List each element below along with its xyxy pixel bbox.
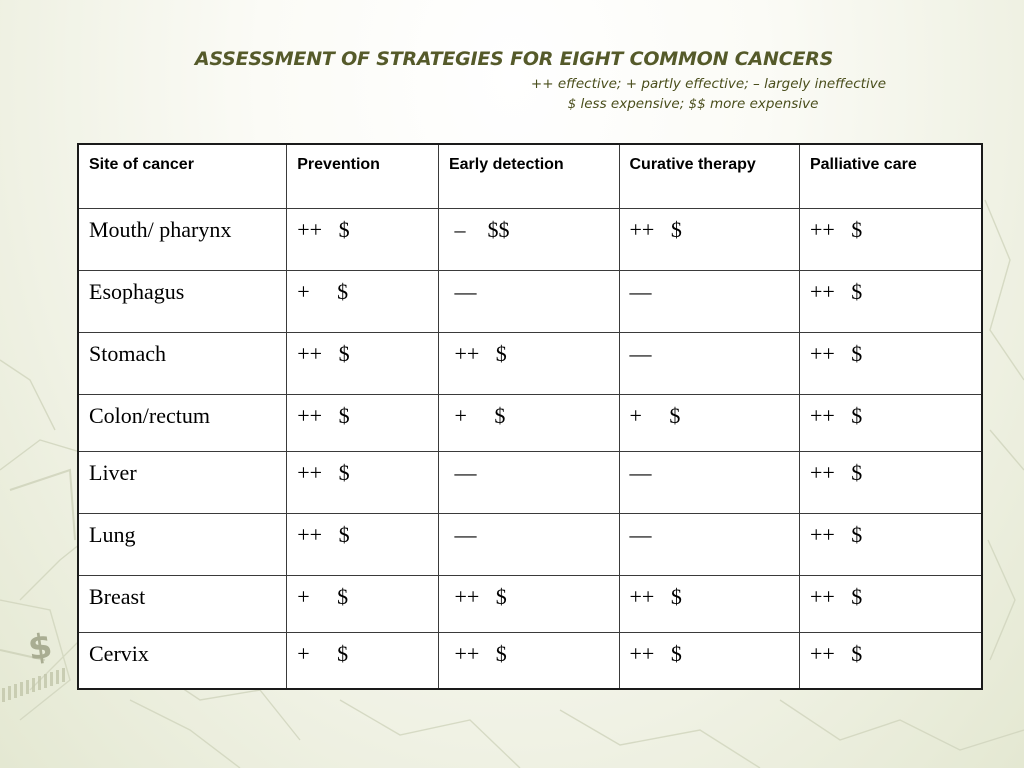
cell-early-detection: + $	[437, 393, 620, 452]
cell-palliative-care: ++ $	[798, 269, 983, 333]
cell-prevention: + $	[286, 574, 439, 633]
cell-prevention: + $	[286, 269, 439, 333]
cell-early-detection: —	[437, 450, 620, 514]
cell-palliative-care: ++ $	[798, 207, 983, 271]
cell-palliative-care: ++ $	[798, 393, 983, 452]
table-row: Colon/rectum ++ $ + $ + $ ++ $	[77, 393, 983, 452]
cell-palliative-care: ++ $	[798, 512, 983, 576]
table-row: Stomach ++ $ ++ $ — ++ $	[77, 331, 983, 395]
table-row: Breast + $ ++ $ ++ $ ++ $	[77, 574, 983, 633]
cell-site: Stomach	[77, 331, 288, 395]
cell-site: Breast	[77, 574, 288, 633]
cell-early-detection: —	[437, 269, 620, 333]
cell-curative-therapy: ++ $	[618, 574, 800, 633]
cell-curative-therapy: —	[618, 269, 800, 333]
cell-curative-therapy: —	[618, 331, 800, 395]
header-prevention: Prevention	[286, 143, 439, 209]
table-header-row: Site of cancer Prevention Early detectio…	[77, 143, 983, 209]
cell-prevention: ++ $	[286, 331, 439, 395]
slide-title: ASSESSMENT OF STRATEGIES FOR EIGHT COMMO…	[194, 48, 834, 70]
table-row: Liver ++ $ — — ++ $	[77, 450, 983, 514]
cell-prevention: + $	[286, 631, 439, 690]
cell-palliative-care: ++ $	[798, 574, 983, 633]
cell-curative-therapy: ++ $	[618, 207, 800, 271]
cell-palliative-care: ++ $	[798, 450, 983, 514]
cell-palliative-care: ++ $	[798, 331, 983, 395]
header-site-of-cancer: Site of cancer	[77, 143, 288, 209]
cell-site: Liver	[77, 450, 288, 514]
legend-cost: $ less expensive; $$ more expensive	[567, 96, 819, 112]
header-palliative-care: Palliative care	[798, 143, 983, 209]
cell-site: Colon/rectum	[77, 393, 288, 452]
table-row: Esophagus + $ — — ++ $	[77, 269, 983, 333]
cell-prevention: ++ $	[286, 393, 439, 452]
legend-effectiveness: ++ effective; + partly effective; – larg…	[530, 76, 886, 92]
header-curative-therapy: Curative therapy	[618, 143, 800, 209]
cell-early-detection: ++ $	[437, 631, 620, 690]
cell-early-detection: ++ $	[437, 574, 620, 633]
cell-early-detection: —	[437, 512, 620, 576]
cell-early-detection: ++ $	[437, 331, 620, 395]
cell-curative-therapy: ++ $	[618, 631, 800, 690]
cell-early-detection: – $$	[437, 207, 620, 271]
svg-text:$: $	[26, 626, 55, 669]
cell-prevention: ++ $	[286, 207, 439, 271]
cell-site: Mouth/ pharynx	[77, 207, 288, 271]
table-row: Cervix + $ ++ $ ++ $ ++ $	[77, 631, 983, 690]
strategy-table: Site of cancer Prevention Early detectio…	[77, 143, 983, 690]
cell-site: Lung	[77, 512, 288, 576]
cell-prevention: ++ $	[286, 450, 439, 514]
cell-curative-therapy: + $	[618, 393, 800, 452]
cell-site: Cervix	[77, 631, 288, 690]
cell-curative-therapy: —	[618, 450, 800, 514]
cell-site: Esophagus	[77, 269, 288, 333]
cell-prevention: ++ $	[286, 512, 439, 576]
header-early-detection: Early detection	[437, 143, 620, 209]
table-row: Mouth/ pharynx ++ $ – $$ ++ $ ++ $	[77, 207, 983, 271]
table-row: Lung ++ $ — — ++ $	[77, 512, 983, 576]
cell-palliative-care: ++ $	[798, 631, 983, 690]
cell-curative-therapy: —	[618, 512, 800, 576]
